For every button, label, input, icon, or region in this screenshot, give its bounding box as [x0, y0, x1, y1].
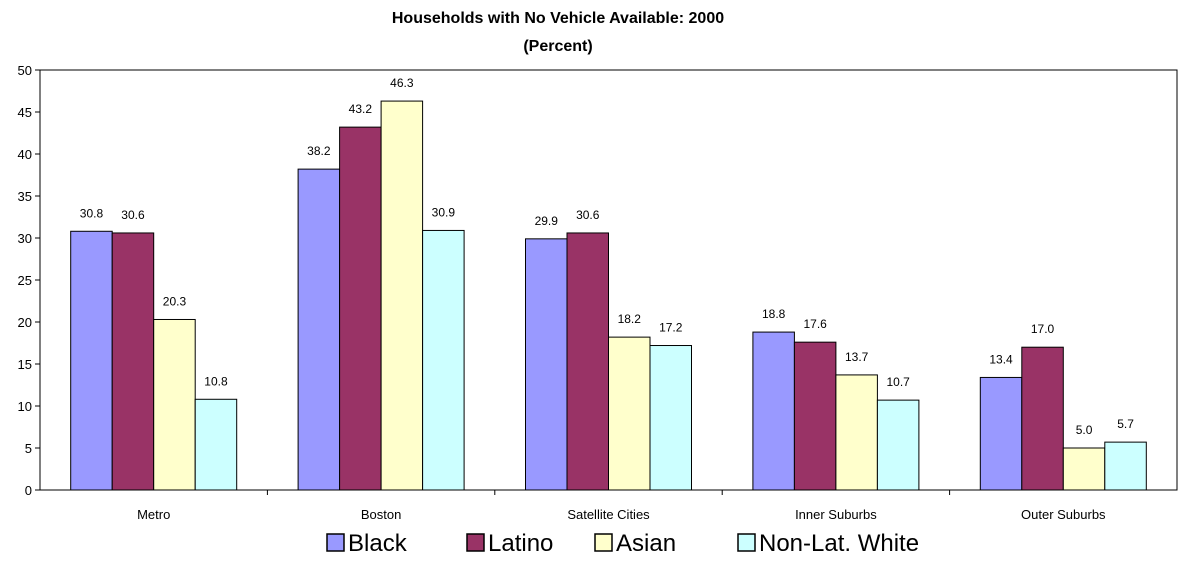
y-tick-label: 35 — [18, 189, 32, 204]
data-label: 43.2 — [349, 102, 373, 116]
bar-black-satellite-cities — [525, 238, 568, 491]
bar-latino-metro — [111, 232, 155, 491]
data-label: 30.8 — [80, 206, 104, 220]
legend-swatch — [466, 533, 485, 552]
data-label: 18.2 — [618, 312, 642, 326]
y-tick-label: 50 — [18, 63, 32, 78]
legend-swatch — [594, 533, 613, 552]
bar-non-lat-white-outer-suburbs — [1104, 441, 1147, 491]
y-tick-label: 45 — [18, 105, 32, 120]
data-label: 10.8 — [204, 374, 228, 388]
x-category-label: Outer Suburbs — [1021, 507, 1106, 522]
data-label: 13.7 — [845, 350, 869, 364]
data-label: 5.7 — [1117, 417, 1134, 431]
y-tick-label: 25 — [18, 273, 32, 288]
y-tick-label: 30 — [18, 231, 32, 246]
data-label: 46.3 — [390, 76, 414, 90]
data-label: 30.6 — [576, 208, 600, 222]
x-category-label: Boston — [361, 507, 401, 522]
data-label: 5.0 — [1076, 423, 1093, 437]
legend-label: Non-Lat. White — [759, 530, 919, 557]
y-tick-label: 10 — [18, 399, 32, 414]
legend-swatch — [737, 533, 756, 552]
bar-asian-inner-suburbs — [835, 374, 878, 491]
bar-non-lat-white-boston — [422, 229, 465, 491]
bar-asian-metro — [153, 318, 196, 491]
data-label: 17.6 — [803, 317, 827, 331]
bars — [70, 100, 1147, 491]
x-category-label: Metro — [137, 507, 170, 522]
data-label: 38.2 — [307, 144, 331, 158]
data-label: 10.7 — [886, 375, 910, 389]
legend-label: Black — [348, 530, 408, 557]
bar-black-outer-suburbs — [979, 376, 1023, 491]
data-labels: 30.8 30.6 20.3 10.8 38.2 43.2 46.3 30.9 29.9 30.6… — [80, 76, 1134, 437]
data-label: 20.3 — [163, 294, 187, 308]
bar-non-lat-white-metro — [194, 398, 238, 491]
x-axis: Metro Boston Satellite Cities Inner Suburbs… — [137, 490, 1106, 522]
y-tick-label: 5 — [25, 441, 32, 456]
legend: Black Latino Asian Non-Lat. White — [326, 530, 919, 557]
y-tick-label: 0 — [25, 483, 32, 498]
legend-label: Latino — [488, 530, 553, 557]
x-category-label: Satellite Cities — [567, 507, 650, 522]
y-tick-label: 15 — [18, 357, 32, 372]
y-tick-label: 20 — [18, 315, 32, 330]
bar-non-lat-white-inner-suburbs — [876, 399, 920, 491]
bar-non-lat-white-satellite-cities — [649, 345, 692, 491]
bar-asian-boston — [380, 100, 424, 491]
y-tick-label: 40 — [18, 147, 32, 162]
bar-latino-outer-suburbs — [1021, 346, 1064, 491]
bar-asian-satellite-cities — [608, 336, 651, 491]
chart-title: Households with No Vehicle Available: 20… — [392, 10, 724, 27]
data-label: 17.2 — [659, 321, 683, 335]
data-label: 30.9 — [432, 205, 456, 219]
data-label: 17.0 — [1031, 322, 1055, 336]
legend-label: Asian — [616, 530, 676, 557]
data-label: 18.8 — [762, 307, 786, 321]
bar-black-inner-suburbs — [752, 331, 795, 491]
x-category-label: Inner Suburbs — [795, 507, 877, 522]
data-label: 29.9 — [535, 214, 559, 228]
bar-black-metro — [70, 230, 113, 491]
bar-latino-inner-suburbs — [793, 341, 837, 491]
bar-latino-boston — [339, 126, 382, 491]
bar-asian-outer-suburbs — [1062, 447, 1106, 491]
bar-black-boston — [297, 168, 341, 491]
data-label: 13.4 — [989, 352, 1013, 366]
chart-subtitle: (Percent) — [523, 38, 592, 55]
legend-swatch — [326, 533, 345, 552]
data-label: 30.6 — [121, 208, 145, 222]
bar-latino-satellite-cities — [566, 232, 609, 491]
